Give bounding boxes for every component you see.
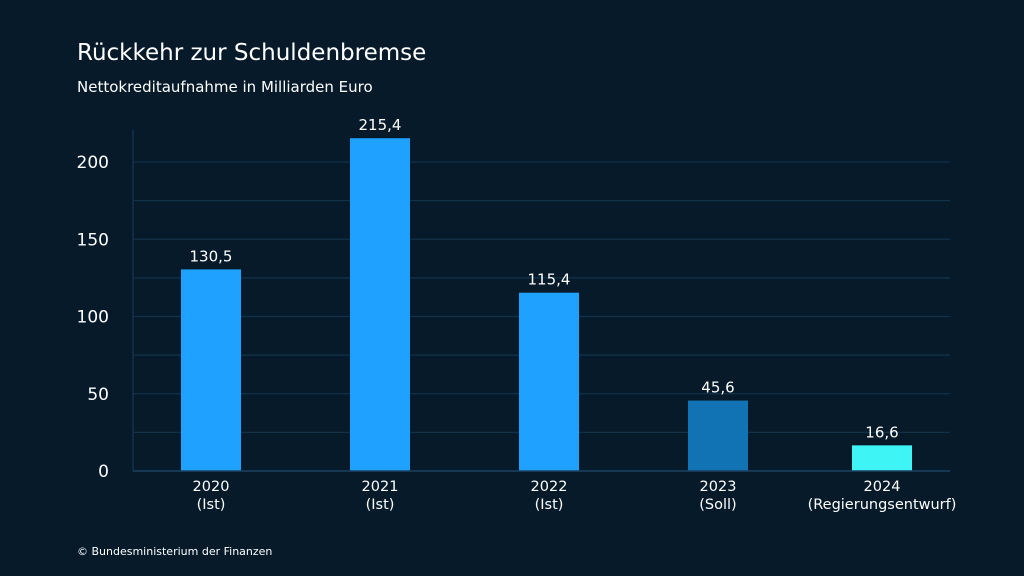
- data-label: 115,4: [528, 271, 571, 289]
- chart-subtitle: Nettokreditaufnahme in Milliarden Euro: [77, 78, 373, 96]
- x-tick-label: 2021: [362, 479, 399, 495]
- y-tick-label: 100: [77, 308, 109, 328]
- x-tick-label: 2020: [193, 479, 230, 495]
- bar: [181, 269, 241, 471]
- y-tick-label: 200: [77, 153, 109, 173]
- y-tick-label: 150: [77, 230, 109, 250]
- copyright-notice: © Bundesministerium der Finanzen: [77, 545, 273, 558]
- x-tick-label: (Ist): [535, 497, 564, 513]
- y-tick-label: 0: [98, 462, 109, 482]
- data-label: 130,5: [190, 247, 233, 265]
- chart-title: Rückkehr zur Schuldenbremse: [77, 40, 427, 66]
- x-tick-label: 2024: [864, 479, 901, 495]
- y-tick-label: 50: [87, 385, 109, 405]
- bar: [688, 400, 748, 471]
- x-tick-label: 2023: [700, 479, 737, 495]
- data-label: 45,6: [701, 379, 734, 397]
- data-label: 16,6: [865, 423, 898, 441]
- bar: [519, 292, 579, 471]
- x-tick-label: (Ist): [366, 497, 395, 513]
- x-tick-label: (Ist): [197, 497, 226, 513]
- x-tick-label: (Regierungsentwurf): [808, 497, 957, 513]
- x-tick-label: (Soll): [699, 497, 736, 513]
- x-tick-label: 2022: [531, 479, 568, 495]
- bar: [852, 445, 912, 471]
- bar: [350, 138, 410, 471]
- data-label: 215,4: [359, 116, 402, 134]
